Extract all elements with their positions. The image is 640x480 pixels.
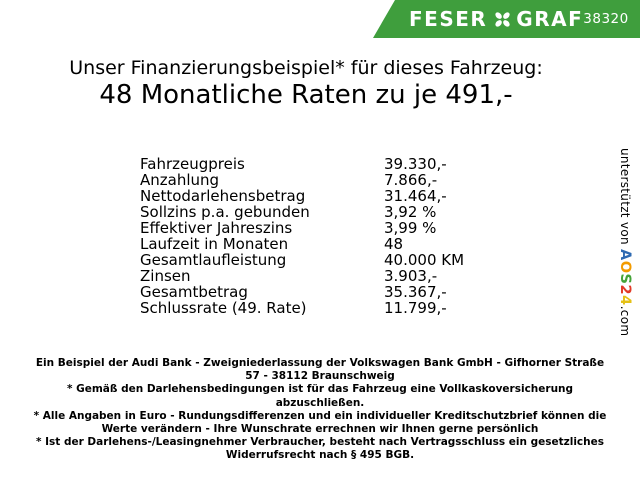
brand-word-left: FESER bbox=[409, 7, 488, 31]
row-label: Zinsen bbox=[140, 267, 191, 285]
page-title: Unser Finanzierungsbeispiel* für dieses … bbox=[0, 56, 612, 110]
row-value: 39.330,- bbox=[384, 155, 447, 173]
heading-line1: Unser Finanzierungsbeispiel* für dieses … bbox=[69, 57, 543, 79]
row-value: 3,99 % bbox=[384, 219, 437, 237]
table-row: Laufzeit in Monaten 48 bbox=[140, 236, 464, 252]
aos24-logo-letter: O bbox=[617, 260, 633, 274]
table-row: Sollzins p.a. gebunden 3,92 % bbox=[140, 204, 464, 220]
row-value: 3,92 % bbox=[384, 203, 437, 221]
row-label: Gesamtlaufleistung bbox=[140, 251, 287, 269]
brand-word-right: GRAF bbox=[516, 7, 584, 31]
row-value: 11.799,- bbox=[384, 299, 447, 317]
row-label: Sollzins p.a. gebunden bbox=[140, 203, 310, 221]
row-value: 3.903,- bbox=[384, 267, 438, 285]
table-row: Anzahlung 7.866,- bbox=[140, 172, 464, 188]
row-label: Schlussrate (49. Rate) bbox=[140, 299, 307, 317]
aos24-logo-letter: S bbox=[617, 273, 633, 285]
footer-line: * Ist der Darlehens-/Leasingnehmer Verbr… bbox=[35, 436, 604, 462]
row-label: Gesamtbetrag bbox=[140, 283, 248, 301]
brand-logo: FESER GRAF bbox=[409, 9, 583, 29]
row-value: 35.367,- bbox=[384, 283, 447, 301]
table-row: Fahrzeugpreis 39.330,- bbox=[140, 156, 464, 172]
dealer-number: 38320 bbox=[583, 11, 629, 27]
footer-line: * Gemäß den Darlehensbedingungen ist für… bbox=[66, 383, 574, 409]
row-value: 7.866,- bbox=[384, 171, 438, 189]
header-banner: FESER GRAF 38320 bbox=[373, 0, 640, 38]
row-label: Effektiver Jahreszins bbox=[140, 219, 293, 237]
footer-line: * Alle Angaben in Euro - Rundungsdiffere… bbox=[33, 409, 607, 436]
footer-line: Ein Beispiel der Audi Bank - Zweignieder… bbox=[35, 357, 605, 383]
row-label: Nettodarlehensbetrag bbox=[140, 187, 306, 205]
footer-disclaimers: Ein Beispiel der Audi Bank - Zweignieder… bbox=[27, 357, 613, 463]
table-row: Effektiver Jahreszins 3,99 % bbox=[140, 220, 464, 236]
clover-icon bbox=[495, 11, 510, 27]
aos24-logo-letter: 2 bbox=[617, 284, 633, 296]
table-row: Schlussrate (49. Rate) 11.799,- bbox=[140, 300, 464, 316]
credit-suffix: .com bbox=[618, 305, 632, 337]
row-label: Fahrzeugpreis bbox=[140, 155, 245, 173]
credit-prefix: unterstützt von bbox=[618, 148, 632, 249]
aos24-logo-letter: A bbox=[617, 248, 633, 261]
table-row: Gesamtbetrag 35.367,- bbox=[140, 284, 464, 300]
table-row: Zinsen 3.903,- bbox=[140, 268, 464, 284]
row-label: Anzahlung bbox=[140, 171, 220, 189]
row-value: 31.464,- bbox=[384, 187, 447, 205]
row-label: Laufzeit in Monaten bbox=[140, 235, 289, 253]
finance-table: Fahrzeugpreis 39.330,- Anzahlung 7.866,- Net… bbox=[140, 156, 464, 316]
table-row: Gesamtlaufleistung 40.000 KM bbox=[140, 252, 464, 268]
table-row: Nettodarlehensbetrag 31.464,- bbox=[140, 188, 464, 204]
row-value: 48 bbox=[384, 235, 404, 253]
heading-line2: 48 Monatliche Raten zu je 491,- bbox=[99, 80, 513, 110]
aos24-logo: AOS24 bbox=[617, 249, 633, 306]
credit-strip: unterstützt von AOS24.com bbox=[617, 148, 633, 358]
aos24-logo-letter: 4 bbox=[617, 295, 633, 306]
row-value: 40.000 KM bbox=[384, 251, 465, 269]
